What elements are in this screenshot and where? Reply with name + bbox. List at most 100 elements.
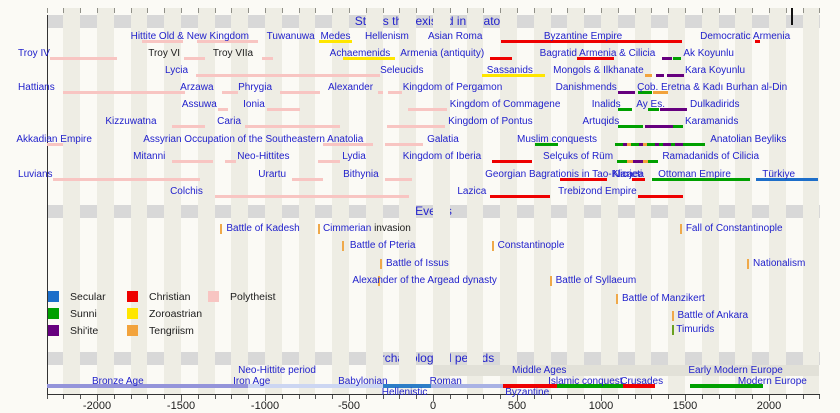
state-period-bar xyxy=(559,178,607,181)
time-axis-tick xyxy=(298,395,300,399)
time-axis-tick xyxy=(634,395,636,399)
archaeo-label[interactable]: Roman xyxy=(429,376,462,387)
state-label[interactable]: Ak Koyunlu xyxy=(683,48,734,59)
state-label[interactable]: Çob. Eretna & Kadı Burhan al-Din xyxy=(637,82,788,93)
event-label[interactable]: Battle of Syllaeum xyxy=(555,275,637,286)
event-tick xyxy=(491,241,494,251)
event-label[interactable]: Cimmerian invasion xyxy=(322,223,411,234)
state-label[interactable]: Inalids xyxy=(591,99,621,110)
state-label[interactable]: Kingdom of Pontus xyxy=(448,116,533,127)
state-label[interactable]: Artuqids xyxy=(582,116,620,127)
archaeo-label[interactable]: Iron Age xyxy=(233,376,271,387)
state-label[interactable]: Kingdom of Iberia xyxy=(402,151,482,162)
event-label[interactable]: Fall of Constantinople xyxy=(685,223,783,234)
top-ruler-tick xyxy=(197,8,199,13)
state-label[interactable]: Nicaea xyxy=(612,169,644,180)
state-label[interactable]: Achaemenids xyxy=(329,48,391,59)
state-label[interactable]: Anatolian Beyliks xyxy=(710,134,787,145)
state-label[interactable]: Neo-Hittites xyxy=(237,151,290,162)
state-label[interactable]: Urartu xyxy=(258,169,287,180)
event-tick xyxy=(679,224,682,234)
state-label[interactable]: Democratic Armenia xyxy=(700,31,791,42)
state-label[interactable]: Selçuks of Rüm xyxy=(543,151,614,162)
state-label[interactable]: Colchis xyxy=(170,186,203,197)
archaeo-label[interactable]: Hellenistic xyxy=(381,387,428,398)
archaeo-label[interactable]: Islamic conquest xyxy=(548,376,623,387)
archaeo-label[interactable]: Bronze Age xyxy=(91,376,144,387)
archaeo-label[interactable]: Middle Ages xyxy=(511,365,567,376)
event-label[interactable]: Constantinople xyxy=(497,240,565,251)
event-tick xyxy=(219,224,222,234)
state-label[interactable]: Byzantine Empire xyxy=(543,31,623,42)
state-label[interactable]: Danishmends xyxy=(555,82,617,93)
event-label[interactable]: Battle of Kadesh xyxy=(226,223,300,234)
state-label[interactable]: Troy IV xyxy=(18,48,50,59)
event-label[interactable]: Battle of Ankara xyxy=(677,310,749,321)
state-label[interactable]: Alexander xyxy=(328,82,374,93)
state-label[interactable]: Mongols & Ilkhanate xyxy=(553,65,644,76)
state-label[interactable]: Arzawa xyxy=(180,82,214,93)
state-label[interactable]: Luvians xyxy=(18,169,53,180)
state-label[interactable]: Dulkadirids xyxy=(690,99,740,110)
state-label[interactable]: Lazica xyxy=(457,186,487,197)
event-label[interactable]: Battle of Pteria xyxy=(349,240,416,251)
event-tick xyxy=(377,276,380,286)
event-label[interactable]: Nationalism xyxy=(753,258,806,269)
grid-century-stripe xyxy=(735,8,753,394)
state-period-bar xyxy=(490,195,550,198)
state-label[interactable]: Karamanids xyxy=(685,116,739,127)
state-label[interactable]: Caria xyxy=(217,116,242,127)
archaeo-label[interactable]: Crusades xyxy=(620,376,664,387)
state-label[interactable]: Sassanids xyxy=(486,65,533,76)
state-label[interactable]: Muslim conquests xyxy=(517,134,598,145)
state-label[interactable]: Hellenism xyxy=(364,31,409,42)
state-label[interactable]: Türkiye xyxy=(762,169,796,180)
state-label[interactable]: Kingdom of Pergamon xyxy=(402,82,503,93)
time-axis-tick xyxy=(399,395,401,399)
state-label[interactable]: Lydia xyxy=(342,151,366,162)
archaeo-label[interactable]: Babylonian xyxy=(338,376,388,387)
state-label[interactable]: Phrygia xyxy=(238,82,273,93)
state-label[interactable]: Ionia xyxy=(243,99,265,110)
state-label[interactable]: Mitanni xyxy=(133,151,166,162)
top-ruler-tick xyxy=(466,8,468,13)
top-ruler-tick xyxy=(785,8,787,13)
event-label[interactable]: Timurids xyxy=(676,324,715,335)
top-ruler-tick xyxy=(752,8,754,13)
state-label[interactable]: Ramadanids of Cilicia xyxy=(662,151,760,162)
grid-century-stripe xyxy=(298,8,316,394)
archaeo-label[interactable]: Byzantine xyxy=(505,387,550,398)
state-label[interactable]: Tuwanuwa xyxy=(266,31,315,42)
event-label[interactable]: Battle of Manzikert xyxy=(622,293,705,304)
archaeo-label[interactable]: Early Modern Europe xyxy=(688,365,783,376)
state-label[interactable]: Ay Es. xyxy=(636,99,665,110)
state-label[interactable]: Bagratid Armenia & Cilicia xyxy=(539,48,656,59)
state-label[interactable]: Bithynia xyxy=(343,169,379,180)
top-ruler-tick xyxy=(802,8,804,13)
state-period-bar xyxy=(648,108,659,111)
state-label[interactable]: Trebizond Empire xyxy=(558,186,637,197)
state-label[interactable]: Assyrian Occupation of the Southeastern … xyxy=(143,134,364,145)
event-label[interactable]: Alexander of the Argead dynasty xyxy=(352,275,497,286)
state-label[interactable]: Assuwa xyxy=(181,99,217,110)
state-label[interactable]: Armenia (antiquity) xyxy=(400,48,485,59)
state-label[interactable]: Kara Koyunlu xyxy=(685,65,746,76)
state-label[interactable]: Medes xyxy=(320,31,351,42)
archaeo-label[interactable]: Modern Europe xyxy=(737,376,807,387)
state-label[interactable]: Seleucids xyxy=(380,65,424,76)
state-label[interactable]: Asian Roma xyxy=(427,31,483,42)
time-axis-label: 1000 xyxy=(588,400,614,412)
event-label[interactable]: Battle of Issus xyxy=(385,258,449,269)
state-label[interactable]: Hittite Old & New Kingdom xyxy=(130,31,249,42)
state-label[interactable]: Galatia xyxy=(427,134,459,145)
state-label[interactable]: Hattians xyxy=(18,82,55,93)
state-label[interactable]: Georgian Bagrationis in Tao-Klarjeti xyxy=(485,169,643,180)
archaeo-label[interactable]: Neo-Hittite period xyxy=(238,365,316,376)
state-label[interactable]: Akkadian Empire xyxy=(16,134,92,145)
state-period-bar xyxy=(501,40,682,43)
top-ruler-tick xyxy=(231,8,233,13)
state-label[interactable]: Lycia xyxy=(165,65,189,76)
state-label[interactable]: Kizzuwatna xyxy=(105,116,157,127)
state-label[interactable]: Kingdom of Commagene xyxy=(449,99,561,110)
state-label[interactable]: Ottoman Empire xyxy=(658,169,731,180)
